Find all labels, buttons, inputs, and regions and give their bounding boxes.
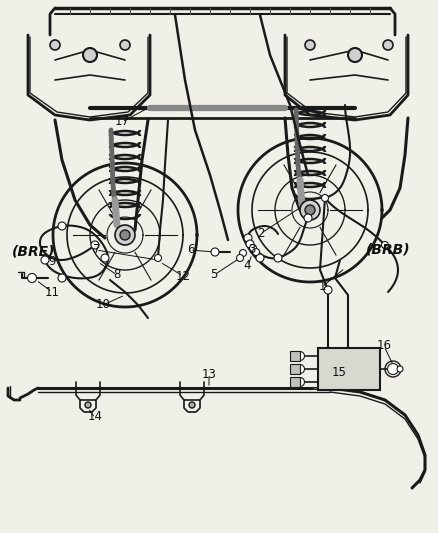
Text: 17: 17 [114,115,129,128]
Text: 1: 1 [318,280,326,293]
Bar [318,348,380,390]
Circle shape [155,254,162,262]
Text: 3: 3 [248,243,255,256]
Text: 7: 7 [92,243,100,256]
Text: (BRB): (BRB) [366,243,410,256]
Circle shape [256,254,264,262]
Circle shape [101,254,109,262]
Circle shape [300,200,320,220]
Circle shape [321,195,328,201]
Circle shape [250,245,257,252]
Circle shape [115,225,135,245]
Circle shape [324,286,332,294]
Circle shape [296,351,304,360]
Circle shape [240,249,247,256]
Bar [290,351,300,361]
Circle shape [244,234,252,242]
Circle shape [120,40,130,50]
Circle shape [381,241,389,248]
Circle shape [58,222,66,230]
Text: 11: 11 [44,286,59,298]
Circle shape [85,402,91,408]
Circle shape [50,40,60,50]
Circle shape [28,273,36,282]
Text: 2: 2 [257,227,265,240]
Circle shape [296,377,304,386]
Circle shape [91,241,99,249]
Circle shape [246,240,254,248]
Circle shape [304,214,312,222]
Bar [290,377,300,387]
Circle shape [41,256,49,264]
Circle shape [397,366,403,372]
Circle shape [348,48,362,62]
Circle shape [83,48,97,62]
Text: (BRE): (BRE) [12,245,56,259]
Bar [290,364,300,374]
Circle shape [388,364,399,375]
Text: 12: 12 [176,270,191,282]
Circle shape [189,402,195,408]
Circle shape [383,40,393,50]
Circle shape [211,248,219,256]
Text: 6: 6 [187,243,194,256]
Text: 16: 16 [377,339,392,352]
Circle shape [58,274,66,282]
Text: 8: 8 [114,268,121,281]
Circle shape [274,254,282,262]
Circle shape [120,230,130,240]
Circle shape [237,254,244,262]
Text: 15: 15 [332,366,347,378]
Text: 5: 5 [210,268,217,281]
Text: 4: 4 [244,259,251,272]
Circle shape [252,248,259,255]
Circle shape [305,40,315,50]
Text: 9: 9 [48,255,56,268]
Text: 13: 13 [202,368,217,381]
Text: 10: 10 [95,298,110,311]
Text: 14: 14 [88,410,103,423]
Circle shape [305,205,315,215]
Circle shape [296,365,304,374]
